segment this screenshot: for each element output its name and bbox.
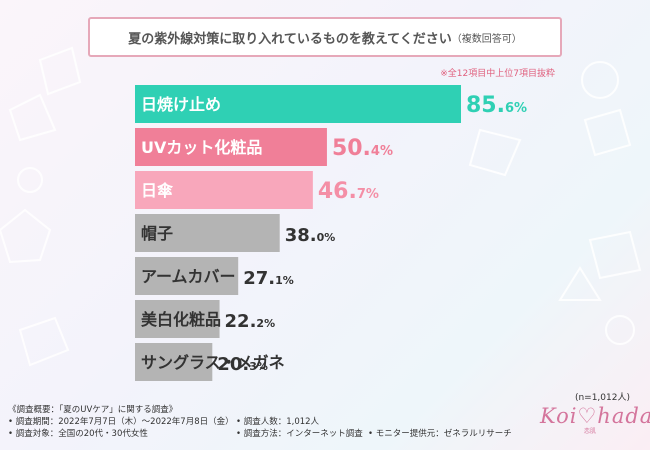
- question-text: 夏の紫外線対策に取り入れているものを教えてください: [128, 31, 452, 47]
- bar-6: [135, 300, 220, 338]
- bar-7: [135, 343, 213, 381]
- question-header: 夏の紫外線対策に取り入れているものを教えてください （複数回答可）: [88, 17, 562, 57]
- sample-size: (n=1,012人): [574, 393, 630, 403]
- logo-text: Koi♡hada: [540, 404, 650, 428]
- footer-target: • 調査対象：全国の20代・30代女性: [8, 429, 148, 439]
- value-label-6: 22.2%: [225, 311, 276, 332]
- bar-2: [135, 128, 327, 166]
- value-label-4: 38.0%: [285, 225, 336, 246]
- category-label-7: サングラス・メガネ: [141, 353, 285, 372]
- value-label-1: 85.6%: [466, 93, 527, 118]
- value-label-7: 20.3%: [217, 354, 268, 375]
- value-label-2: 50.4%: [332, 136, 393, 161]
- question-note: （複数回答可）: [451, 33, 522, 45]
- category-label-4: 帽子: [141, 224, 173, 243]
- footer-period: • 調査期間：2022年7月7日（木）〜2022年7月8日（金）: [8, 417, 234, 427]
- bar-1: [135, 85, 461, 123]
- footer-provider: • モニター提供元：ゼネラルリサーチ: [368, 429, 512, 439]
- category-label-2: UVカット化粧品: [141, 138, 262, 157]
- category-label-3: 日傘: [141, 181, 174, 200]
- footer-count: • 調査人数：1,012人: [236, 417, 320, 427]
- value-label-5: 27.1%: [243, 268, 294, 289]
- koihada-logo: Koi♡hada 恋肌: [540, 404, 650, 444]
- value-label-3: 46.7%: [318, 179, 379, 204]
- scope-note: ※全12項目中上位7項目抜粋: [440, 69, 555, 79]
- bar-3: [135, 171, 313, 209]
- logo-subtext: 恋肌: [583, 428, 596, 435]
- footer-method: • 調査方法：インターネット調査: [236, 429, 363, 439]
- category-label-5: アームカバー: [141, 267, 236, 286]
- survey-footer: 《調査概要：「夏のUVケア」に関する調査》 • 調査期間：2022年7月7日（木…: [8, 404, 528, 440]
- bar-4: [135, 214, 280, 252]
- footer-title: 《調査概要：「夏のUVケア」に関する調査》: [8, 405, 178, 415]
- category-label-6: 美白化粧品: [141, 310, 221, 329]
- category-label-1: 日焼け止め: [141, 95, 221, 114]
- bar-5: [135, 257, 239, 295]
